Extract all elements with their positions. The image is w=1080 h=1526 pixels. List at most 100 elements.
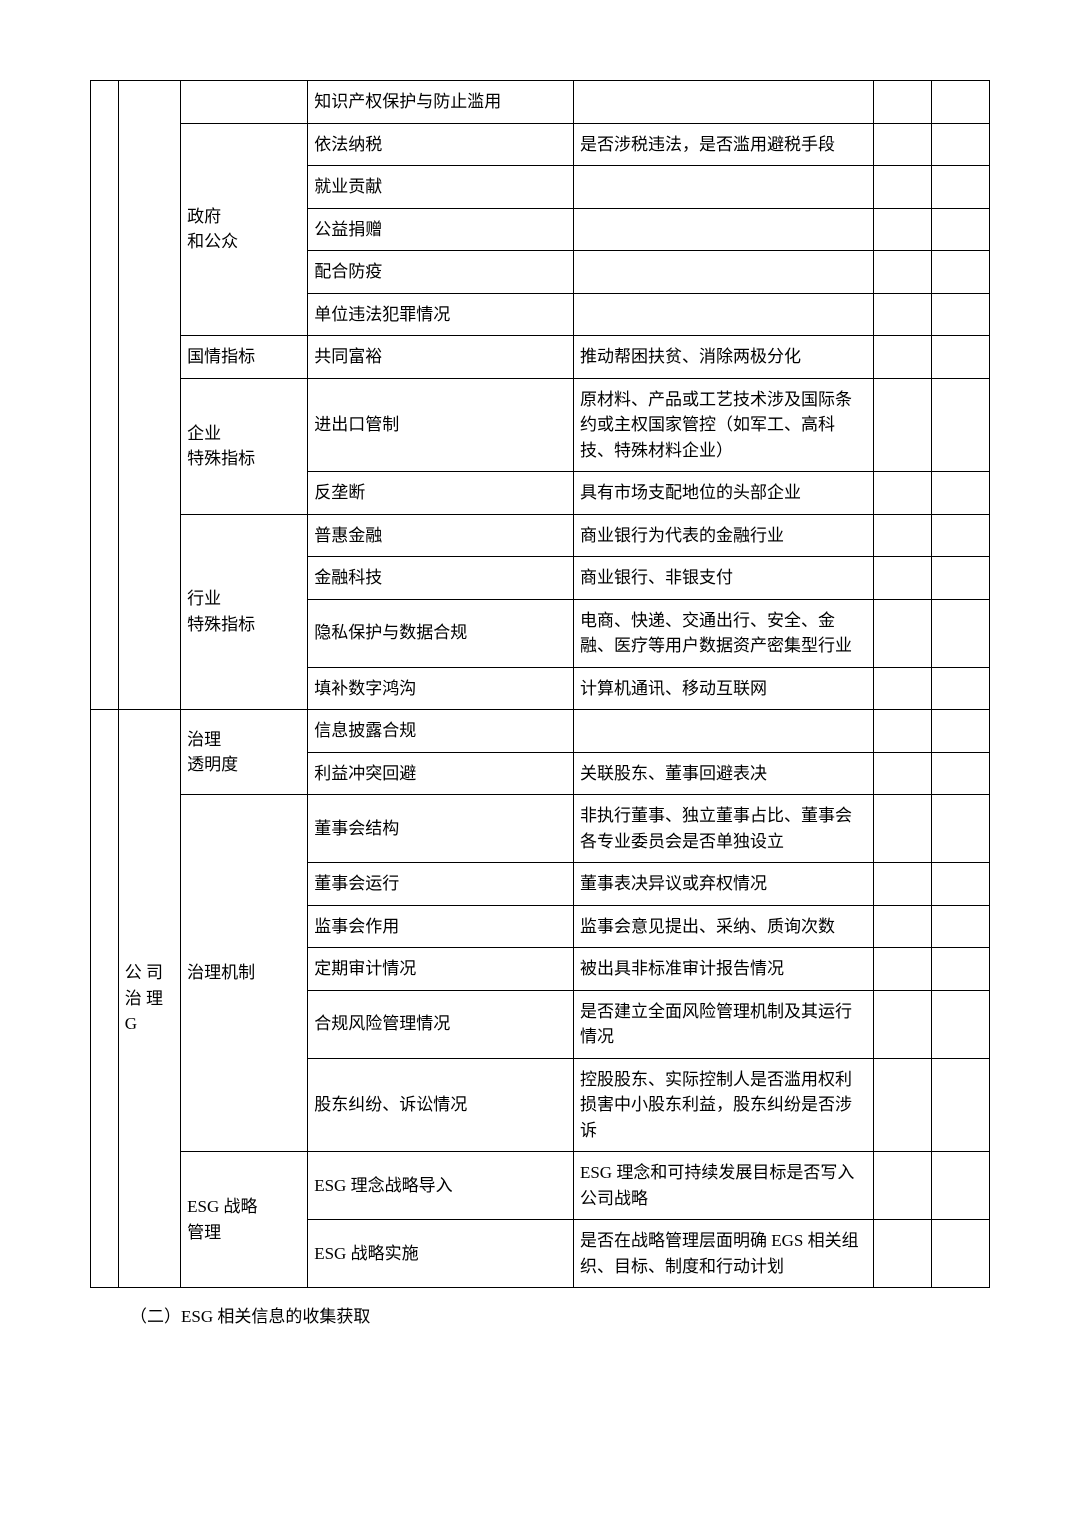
cell-r16c4: 董事表决异议或弃权情况 <box>573 863 873 906</box>
cell-sub-gov: 政府 和公众 <box>181 123 308 336</box>
cell-sub-jizhi: 治理机制 <box>181 795 308 1152</box>
cell-r14c6 <box>932 752 990 795</box>
cell-r5c5 <box>874 293 932 336</box>
cell-r4c4 <box>573 251 873 294</box>
cell-r1c5 <box>874 123 932 166</box>
cell-sub-guoqing: 国情指标 <box>181 336 308 379</box>
cell-r21c6 <box>932 1152 990 1220</box>
cell-r18c3: 定期审计情况 <box>308 948 574 991</box>
cell-r20c3: 股东纠纷、诉讼情况 <box>308 1058 574 1152</box>
cell-r13c4 <box>573 710 873 753</box>
cell-r13c5 <box>874 710 932 753</box>
cell-cat1: 公 司 治 理 G <box>118 710 180 1288</box>
cell-r0c3: 知识产权保护与防止滥用 <box>308 81 574 124</box>
cell-r11c6 <box>932 599 990 667</box>
cell-r8c3: 反垄断 <box>308 472 574 515</box>
cell-r16c6 <box>932 863 990 906</box>
cell-r19c5 <box>874 990 932 1058</box>
cell-r6c4: 推动帮困扶贫、消除两极分化 <box>573 336 873 379</box>
cell-r17c5 <box>874 905 932 948</box>
cell-r4c6 <box>932 251 990 294</box>
cell-sub-qiye: 企业 特殊指标 <box>181 378 308 514</box>
footer-note: （二）ESG 相关信息的收集获取 <box>90 1288 990 1327</box>
cell-r21c4: ESG 理念和可持续发展目标是否写入公司战略 <box>573 1152 873 1220</box>
cell-r7c4: 原材料、产品或工艺技术涉及国际条约或主权国家管控（如军工、高科技、特殊材料企业） <box>573 378 873 472</box>
cell-r11c4: 电商、快递、交通出行、安全、金融、医疗等用户数据资产密集型行业 <box>573 599 873 667</box>
cell-r11c5 <box>874 599 932 667</box>
cell-r5c6 <box>932 293 990 336</box>
cell-cat1-left <box>91 710 119 1288</box>
cell-r10c6 <box>932 557 990 600</box>
cell-r12c4: 计算机通讯、移动互联网 <box>573 667 873 710</box>
cell-sub-hangye: 行业 特殊指标 <box>181 514 308 710</box>
cell-r13c6 <box>932 710 990 753</box>
cell-r22c5 <box>874 1220 932 1288</box>
cell-r0c5 <box>874 81 932 124</box>
cell-sub-zhili: 治理 透明度 <box>181 710 308 795</box>
cell-r22c3: ESG 战略实施 <box>308 1220 574 1288</box>
cell-r20c4: 控股股东、实际控制人是否滥用权利损害中小股东利益，股东纠纷是否涉诉 <box>573 1058 873 1152</box>
cell-r17c3: 监事会作用 <box>308 905 574 948</box>
cell-r2c3: 就业贡献 <box>308 166 574 209</box>
cell-r20c5 <box>874 1058 932 1152</box>
cell-r0c4 <box>573 81 873 124</box>
cell-r1c4: 是否涉税违法，是否滥用避税手段 <box>573 123 873 166</box>
cell-r13c3: 信息披露合规 <box>308 710 574 753</box>
cell-r12c3: 填补数字鸿沟 <box>308 667 574 710</box>
cell-r6c5 <box>874 336 932 379</box>
cell-r7c5 <box>874 378 932 472</box>
cell-r17c4: 监事会意见提出、采纳、质询次数 <box>573 905 873 948</box>
cell-r14c4: 关联股东、董事回避表决 <box>573 752 873 795</box>
cell-r7c6 <box>932 378 990 472</box>
cell-r15c4: 非执行董事、独立董事占比、董事会各专业委员会是否单独设立 <box>573 795 873 863</box>
cell-r15c6 <box>932 795 990 863</box>
cell-r19c4: 是否建立全面风险管理机制及其运行情况 <box>573 990 873 1058</box>
cell-r19c3: 合规风险管理情况 <box>308 990 574 1058</box>
cell-r18c4: 被出具非标准审计报告情况 <box>573 948 873 991</box>
cell-r10c3: 金融科技 <box>308 557 574 600</box>
cell-r21c3: ESG 理念战略导入 <box>308 1152 574 1220</box>
cell-r15c3: 董事会结构 <box>308 795 574 863</box>
cell-r5c4 <box>573 293 873 336</box>
cell-cat0 <box>118 81 180 710</box>
cell-r1c3: 依法纳税 <box>308 123 574 166</box>
cell-r3c3: 公益捐赠 <box>308 208 574 251</box>
cell-r9c3: 普惠金融 <box>308 514 574 557</box>
cell-r16c3: 董事会运行 <box>308 863 574 906</box>
cell-r2c6 <box>932 166 990 209</box>
cell-r12c6 <box>932 667 990 710</box>
cell-r8c4: 具有市场支配地位的头部企业 <box>573 472 873 515</box>
cell-r12c5 <box>874 667 932 710</box>
cell-r18c6 <box>932 948 990 991</box>
cell-r9c6 <box>932 514 990 557</box>
cell-r10c5 <box>874 557 932 600</box>
cell-r11c3: 隐私保护与数据合规 <box>308 599 574 667</box>
cell-r4c3: 配合防疫 <box>308 251 574 294</box>
cell-r9c4: 商业银行为代表的金融行业 <box>573 514 873 557</box>
cell-r22c4: 是否在战略管理层面明确 EGS 相关组织、目标、制度和行动计划 <box>573 1220 873 1288</box>
cell-r3c4 <box>573 208 873 251</box>
cell-r16c5 <box>874 863 932 906</box>
cell-sub-esg: ESG 战略 管理 <box>181 1152 308 1288</box>
cell-r2c5 <box>874 166 932 209</box>
cell-r17c6 <box>932 905 990 948</box>
cell-r5c3: 单位违法犯罪情况 <box>308 293 574 336</box>
cell-r8c6 <box>932 472 990 515</box>
cell-r4c5 <box>874 251 932 294</box>
cell-r22c6 <box>932 1220 990 1288</box>
cell-r10c4: 商业银行、非银支付 <box>573 557 873 600</box>
cell-r18c5 <box>874 948 932 991</box>
cell-r3c5 <box>874 208 932 251</box>
cell-r0c6 <box>932 81 990 124</box>
esg-table: 知识产权保护与防止滥用 政府 和公众 依法纳税 是否涉税违法，是否滥用避税手段 … <box>90 80 990 1288</box>
cell-r3c6 <box>932 208 990 251</box>
cell-r1c6 <box>932 123 990 166</box>
cell-r19c6 <box>932 990 990 1058</box>
cell-r15c5 <box>874 795 932 863</box>
cell-r14c5 <box>874 752 932 795</box>
cell-r9c5 <box>874 514 932 557</box>
cell-r21c5 <box>874 1152 932 1220</box>
cell-cat0-left <box>91 81 119 710</box>
cell-sub0 <box>181 81 308 124</box>
cell-r6c6 <box>932 336 990 379</box>
